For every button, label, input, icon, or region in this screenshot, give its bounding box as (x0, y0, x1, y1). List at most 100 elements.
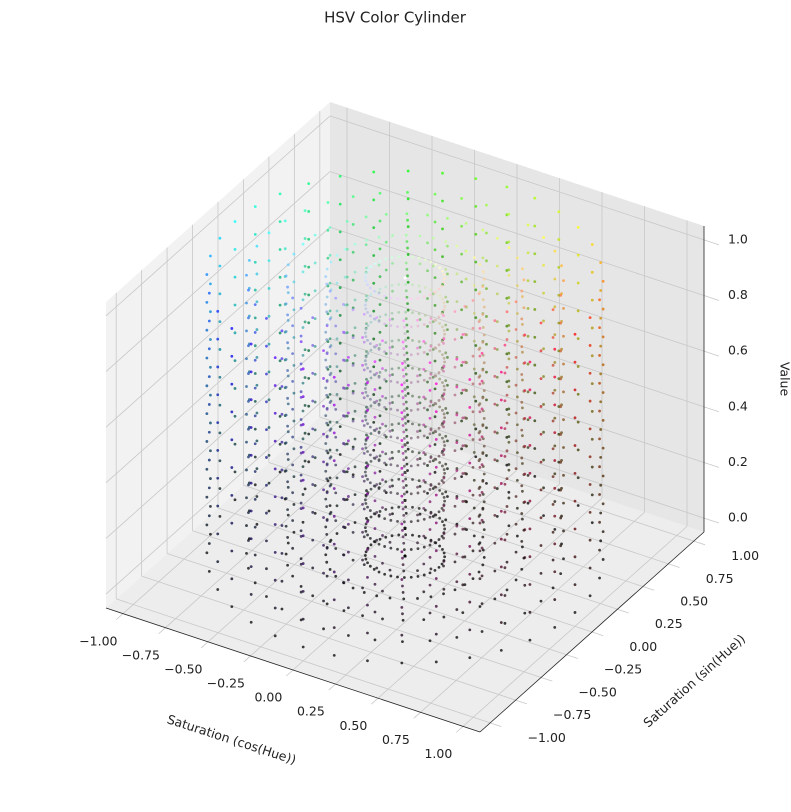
point (434, 549, 438, 553)
point (495, 348, 499, 351)
x-tick-label: 0.75 (382, 732, 410, 747)
point (482, 416, 486, 420)
point (401, 640, 404, 644)
point (301, 450, 305, 454)
point (280, 496, 284, 500)
point (247, 288, 250, 292)
point (351, 447, 355, 451)
point (278, 359, 282, 363)
point (384, 240, 388, 244)
point (361, 586, 364, 590)
point (218, 403, 222, 407)
x-tick-label: −1.00 (79, 633, 117, 648)
point (442, 384, 446, 388)
point (346, 522, 350, 526)
point (325, 560, 329, 564)
point (599, 428, 603, 431)
point (590, 493, 594, 497)
point (313, 345, 317, 348)
point (426, 464, 429, 467)
point (245, 496, 248, 500)
point (437, 454, 441, 458)
point (401, 528, 404, 532)
point (460, 252, 464, 256)
point (514, 300, 518, 304)
point (361, 614, 364, 618)
point (307, 237, 311, 241)
point (404, 456, 408, 460)
point (366, 436, 369, 440)
point (402, 430, 406, 434)
point (265, 539, 268, 543)
point (418, 429, 422, 433)
point (383, 322, 387, 326)
point (418, 512, 422, 516)
point (365, 461, 368, 465)
point (391, 428, 394, 432)
point (389, 379, 393, 383)
point (362, 368, 366, 372)
point (431, 264, 435, 268)
point (307, 210, 311, 213)
point (411, 311, 414, 315)
point (444, 351, 448, 355)
point (233, 331, 237, 335)
point (482, 444, 486, 448)
point (205, 356, 209, 360)
point (442, 587, 446, 591)
tick-mark (116, 613, 124, 620)
point (365, 489, 368, 492)
point (368, 453, 372, 457)
point (303, 376, 307, 379)
point (363, 331, 367, 335)
point (505, 477, 509, 481)
point (553, 514, 557, 518)
point (364, 355, 368, 359)
point (284, 302, 288, 306)
point (390, 395, 394, 399)
point (557, 210, 561, 214)
point (353, 521, 357, 524)
point (396, 519, 399, 523)
point (366, 492, 369, 496)
tick-mark (286, 669, 294, 677)
point (351, 558, 355, 562)
point (599, 289, 603, 292)
point (403, 359, 407, 363)
point (280, 357, 284, 361)
point (284, 274, 288, 278)
point (426, 380, 429, 384)
point (553, 472, 557, 476)
point (205, 523, 209, 527)
point (428, 472, 432, 476)
point (346, 495, 350, 498)
point (559, 544, 563, 548)
point (328, 226, 332, 229)
point (438, 349, 442, 353)
point (433, 290, 437, 294)
point (533, 252, 537, 256)
point (377, 515, 381, 518)
point (441, 492, 444, 496)
point (438, 294, 442, 298)
point (481, 368, 485, 372)
point (507, 268, 511, 272)
point (253, 525, 257, 529)
point (265, 372, 268, 376)
point (273, 495, 277, 499)
point (400, 605, 404, 609)
point (265, 400, 268, 404)
point (416, 374, 419, 378)
point (468, 405, 472, 409)
point (335, 504, 339, 508)
point (599, 372, 603, 376)
point (301, 381, 305, 385)
point (437, 510, 441, 514)
grid-line (329, 338, 705, 463)
point (391, 261, 394, 265)
point (401, 591, 405, 594)
point (406, 218, 409, 222)
point (553, 347, 557, 351)
point (503, 455, 507, 458)
point (365, 516, 368, 520)
